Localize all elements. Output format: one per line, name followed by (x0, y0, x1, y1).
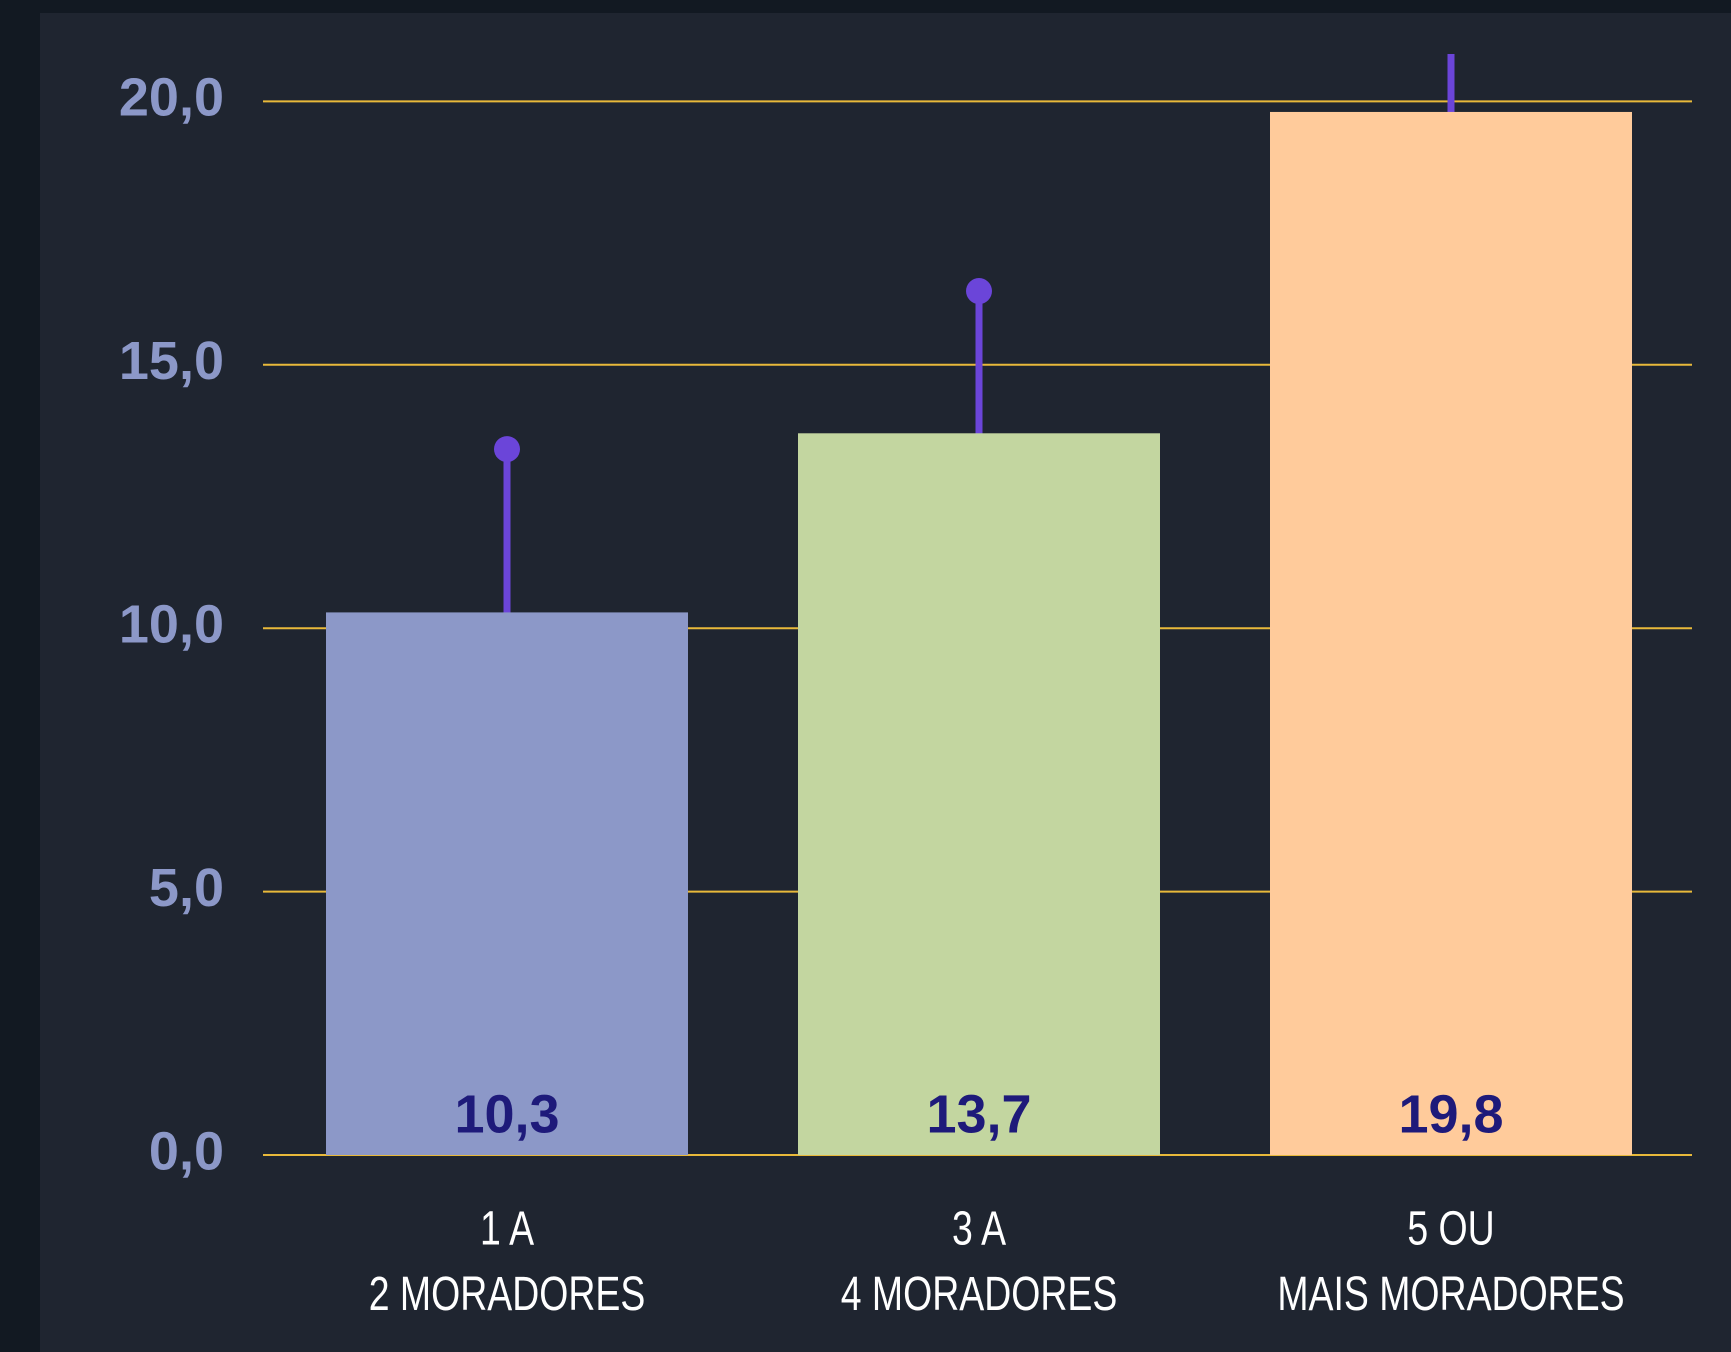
x-tick-label: 5 OU MAIS MORADORES (1277, 1202, 1624, 1322)
bar (326, 612, 688, 1155)
bar (798, 433, 1160, 1155)
bar (1270, 111, 1632, 1155)
y-tick-label: 10,0 (119, 594, 224, 654)
y-tick-label: 0,0 (149, 1121, 224, 1181)
error-high-cap (494, 436, 520, 463)
value-label: 10,3 (454, 1084, 559, 1144)
y-tick-label: 15,0 (119, 331, 224, 391)
error-high-cap (966, 278, 992, 305)
y-tick-label: 20,0 (119, 68, 224, 128)
value-label: 13,7 (926, 1084, 1031, 1144)
y-tick-label: 5,0 (149, 858, 224, 918)
value-label: 19,8 (1398, 1084, 1503, 1144)
